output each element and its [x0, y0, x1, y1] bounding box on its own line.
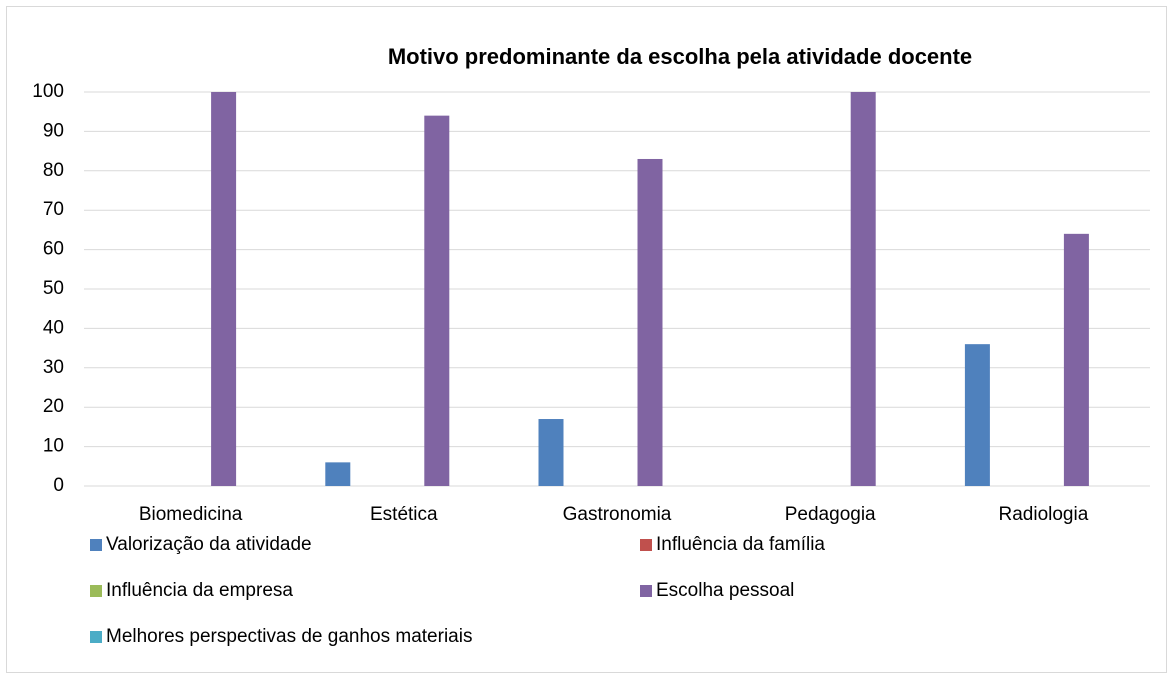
- legend-swatch: [90, 631, 102, 643]
- y-tick-label: 30: [43, 357, 64, 378]
- chart-frame: [6, 6, 1167, 673]
- x-tick-label: Gastronomia: [563, 504, 672, 525]
- bar: [325, 462, 351, 486]
- x-tick-label: Biomedicina: [139, 504, 243, 525]
- y-tick-label: 20: [43, 396, 64, 417]
- y-tick-label: 60: [43, 239, 64, 260]
- legend-label: Melhores perspectivas de ganhos materiai…: [106, 626, 472, 647]
- bar: [850, 92, 876, 486]
- x-tick-label: Pedagogia: [785, 504, 876, 525]
- x-tick-label: Estética: [370, 504, 438, 525]
- bar: [1063, 233, 1089, 486]
- legend-label: Valorização da atividade: [106, 534, 312, 555]
- y-tick-label: 90: [43, 120, 64, 141]
- y-tick-label: 50: [43, 278, 64, 299]
- y-tick-label: 100: [32, 81, 64, 102]
- legend-swatch: [90, 585, 102, 597]
- legend-swatch: [640, 585, 652, 597]
- legend-label: Influência da empresa: [106, 580, 293, 601]
- y-tick-label: 0: [53, 475, 64, 496]
- y-tick-label: 70: [43, 199, 64, 220]
- x-tick-label: Radiologia: [999, 504, 1089, 525]
- legend-swatch: [90, 539, 102, 551]
- legend-swatch: [640, 539, 652, 551]
- bar: [211, 92, 237, 486]
- y-tick-label: 40: [43, 317, 64, 338]
- y-tick-label: 10: [43, 436, 64, 457]
- bar: [538, 419, 564, 486]
- legend-label: Influência da família: [656, 534, 825, 555]
- bar: [424, 115, 450, 486]
- bar: [637, 158, 663, 487]
- chart-title: Motivo predominante da escolha pela ativ…: [388, 44, 972, 69]
- y-tick-label: 80: [43, 160, 64, 181]
- bar: [964, 344, 990, 486]
- legend-label: Escolha pessoal: [656, 580, 794, 601]
